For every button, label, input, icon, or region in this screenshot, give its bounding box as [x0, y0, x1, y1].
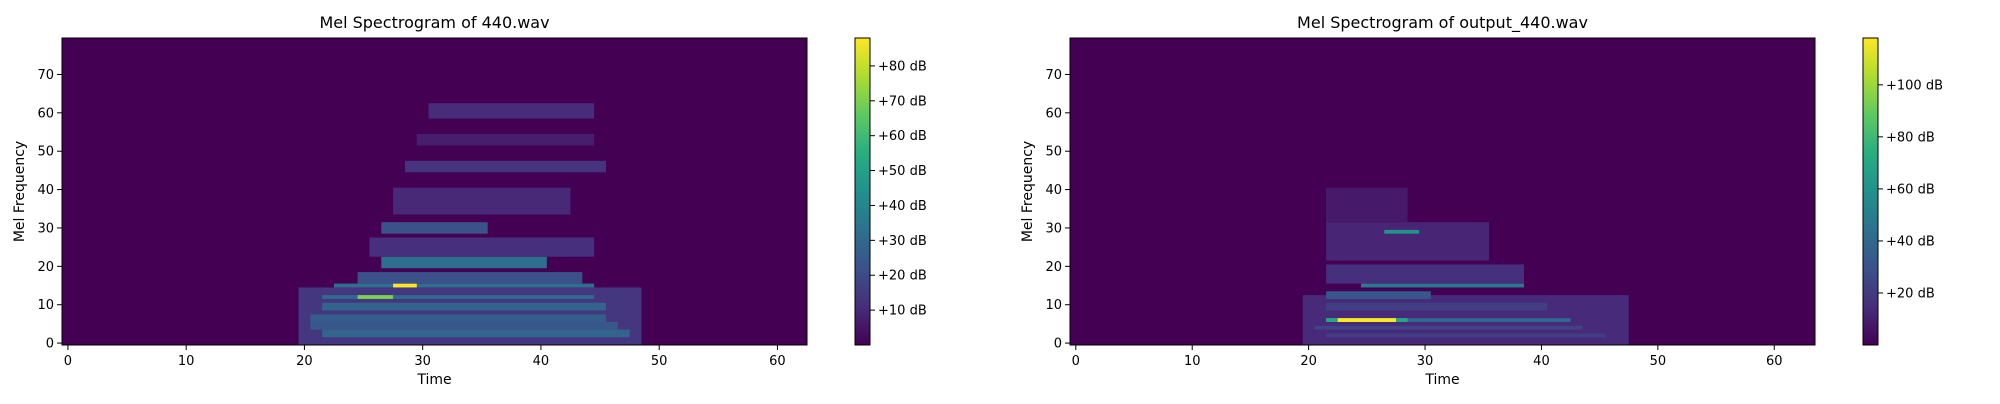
- heatmap-cell-7: [1326, 302, 1548, 311]
- x-tick-label: 50: [1650, 354, 1667, 369]
- colorbar-1: [854, 37, 871, 346]
- heatmap-cell-14: [1326, 187, 1408, 223]
- heatmap-2: [1070, 38, 1815, 345]
- colorbar-tick-label: +20 dB: [878, 269, 927, 284]
- chart-title-1: Mel Spectrogram of 440.wav: [319, 13, 549, 32]
- y-axis-2: 0 10 20 30 40 50 60 70: [1045, 68, 1070, 352]
- heatmap-cell-2: [322, 329, 630, 338]
- x-axis-1: 0 10 20 30 40 50 60: [64, 345, 786, 369]
- y-tick-label: 60: [37, 106, 54, 121]
- colorbar-tick-label: +60 dB: [1886, 182, 1935, 197]
- colorbar-tick-label: +70 dB: [878, 94, 927, 109]
- heatmap-cell-8: [1326, 291, 1431, 299]
- panel-2: Mel Spectrogram of output_440.wav 0 10 20 3…: [1020, 13, 1943, 388]
- colorbar-tick-label: +10 dB: [878, 304, 927, 319]
- heatmap-cell-13: [381, 222, 488, 234]
- y-tick-label: 40: [37, 183, 54, 198]
- heatmap-cell-7: [357, 295, 394, 299]
- x-axis-2: 0 10 20 30 40 50 60: [1072, 345, 1783, 369]
- colorbar-tick-label: +50 dB: [878, 164, 927, 179]
- colorbar-axis-2: +20 dB +40 dB +60 dB +80 dB +100 dB: [1878, 78, 1943, 301]
- x-tick-label: 40: [1533, 354, 1550, 369]
- colorbar-tick-label: +30 dB: [878, 234, 927, 249]
- heatmap-cell-8: [333, 283, 595, 288]
- heatmap-cell-12: [1326, 222, 1490, 261]
- heatmap-cell-3: [1314, 325, 1583, 330]
- heatmap-1: [62, 38, 807, 345]
- colorbar-tick-label: +20 dB: [1886, 286, 1935, 301]
- x-tick-label: 10: [178, 354, 195, 369]
- x-tick-label: 30: [1417, 354, 1434, 369]
- x-tick-label: 0: [1072, 354, 1080, 369]
- y-tick-label: 50: [1045, 145, 1062, 160]
- heatmap-cell-16: [416, 133, 595, 146]
- panel-1: Mel Spectrogram of 440.wav 0 10 20 30 40 50 60…: [12, 13, 927, 388]
- x-tick-label: 20: [296, 354, 313, 369]
- heatmap-cell-17: [428, 103, 595, 119]
- x-tick-label: 60: [769, 354, 786, 369]
- y-tick-label: 70: [37, 68, 54, 83]
- y-tick-label: 10: [1045, 298, 1062, 313]
- x-tick-label: 40: [533, 354, 550, 369]
- heatmap-cell-2: [1326, 333, 1606, 338]
- heatmap-cell-3: [310, 321, 618, 330]
- x-tick-label: 60: [1766, 354, 1783, 369]
- heatmap-cell-9: [1361, 283, 1524, 288]
- y-tick-label: 0: [1054, 337, 1062, 352]
- colorbar-tick-label: +40 dB: [1886, 234, 1935, 249]
- y-tick-label: 30: [37, 221, 54, 236]
- heatmap-cell-5: [322, 302, 606, 311]
- x-tick-label: 50: [651, 354, 668, 369]
- y-tick-label: 50: [37, 145, 54, 160]
- y-axis-label-1: Mel Frequency: [12, 141, 28, 242]
- heatmap-cell-6: [1337, 318, 1396, 322]
- y-tick-label: 20: [1045, 260, 1062, 275]
- heatmap-cell-14: [393, 187, 571, 215]
- y-tick-label: 30: [1045, 221, 1062, 236]
- colorbar-2: [1862, 37, 1879, 346]
- heatmap-cell-12: [369, 237, 595, 257]
- heatmap-background: [1070, 38, 1815, 345]
- y-tick-label: 0: [46, 337, 54, 352]
- colorbar-tick-label: +80 dB: [1886, 130, 1935, 145]
- plot-frame-1: [61, 37, 808, 346]
- x-tick-label: 10: [1184, 354, 1201, 369]
- heatmap-cell-9: [393, 283, 417, 288]
- y-axis-label-2: Mel Frequency: [1020, 141, 1036, 242]
- heatmap-cell-6: [322, 295, 595, 299]
- y-tick-label: 70: [1045, 68, 1062, 83]
- colorbar-tick-label: +60 dB: [878, 129, 927, 144]
- y-tick-label: 20: [37, 260, 54, 275]
- x-tick-label: 20: [1300, 354, 1317, 369]
- colorbar-tick-label: +100 dB: [1886, 78, 1943, 93]
- x-tick-label: 0: [64, 354, 72, 369]
- y-tick-label: 10: [37, 298, 54, 313]
- colorbar-tick-label: +80 dB: [878, 59, 927, 74]
- colorbar-tick-label: +40 dB: [878, 199, 927, 214]
- chart-title-2: Mel Spectrogram of output_440.wav: [1297, 13, 1588, 33]
- y-tick-label: 60: [1045, 106, 1062, 121]
- x-axis-label-1: Time: [416, 372, 451, 388]
- heatmap-cell-4: [310, 314, 606, 322]
- y-tick-label: 40: [1045, 183, 1062, 198]
- heatmap-cell-10: [1326, 264, 1524, 284]
- heatmap-cell-4: [1326, 318, 1571, 322]
- heatmap-cell-11: [381, 256, 547, 269]
- x-tick-label: 30: [414, 354, 431, 369]
- x-axis-label-2: Time: [1424, 372, 1459, 388]
- colorbar-axis-1: +10 dB +20 dB +30 dB +40 dB +50 dB +60 dB +70 …: [870, 59, 927, 319]
- heatmap-cell-15: [404, 160, 606, 173]
- heatmap-cell-10: [357, 272, 583, 284]
- plot-frame-2: [1069, 37, 1816, 346]
- heatmap-cell-13: [1384, 229, 1420, 234]
- y-axis-1: 0 10 20 30 40 50 60 70: [37, 68, 62, 352]
